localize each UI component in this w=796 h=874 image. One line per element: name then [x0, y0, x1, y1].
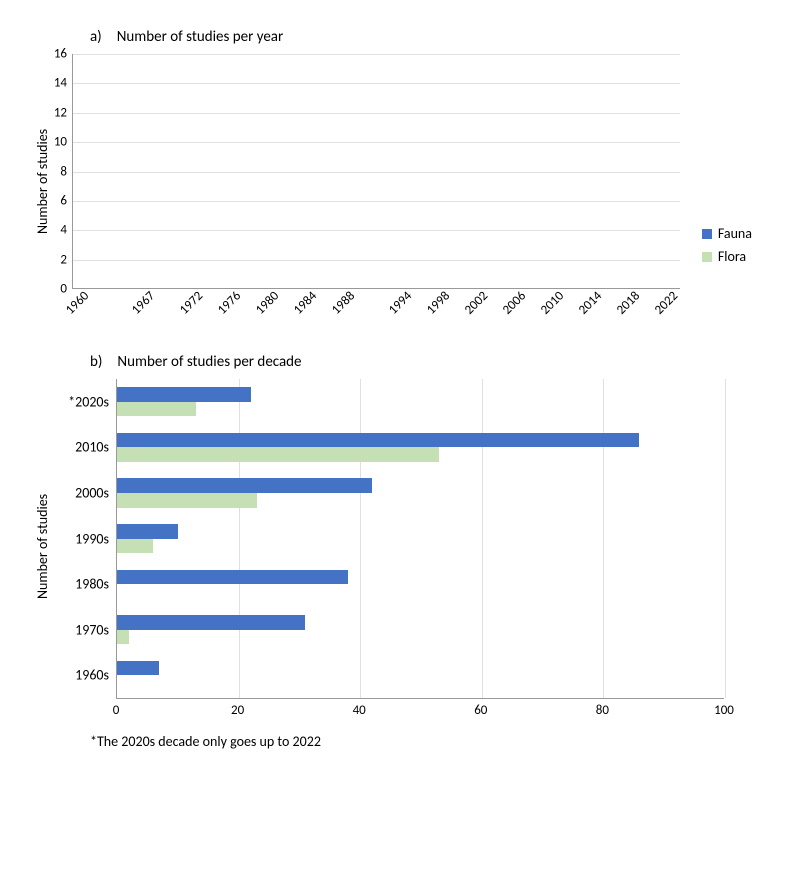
ytick: 14	[54, 76, 73, 91]
category-label: 2010s	[75, 439, 117, 456]
xtick: 1976	[215, 289, 244, 318]
bar-fauna	[117, 524, 178, 539]
xtick: 20	[231, 703, 244, 718]
chart-b-xticks: 020406080100	[116, 699, 724, 719]
ytick: 8	[60, 164, 73, 179]
bar-fauna	[117, 433, 639, 448]
ytick: 10	[54, 135, 73, 150]
ytick: 6	[60, 193, 73, 208]
xtick: 1994	[386, 289, 415, 318]
gridline	[725, 379, 726, 698]
bar-fauna	[117, 387, 251, 402]
legend-swatch-flora	[702, 252, 712, 262]
decade-group: *2020s	[117, 379, 724, 425]
chart-a-xticks: 1960196719721976198019841988199419982002…	[72, 289, 680, 339]
xtick: 0	[113, 703, 120, 718]
decade-group: 1990s	[117, 516, 724, 562]
bar-fauna	[117, 661, 159, 676]
xtick: 1967	[129, 289, 158, 318]
legend-swatch-fauna	[702, 229, 712, 239]
xtick: 100	[714, 703, 734, 718]
ytick: 2	[60, 252, 73, 267]
chart-b-title: b) Number of studies per decade	[90, 353, 776, 371]
chart-a: Number of studies 0246810121416 19601967…	[72, 54, 680, 339]
legend: Fauna Flora	[702, 225, 752, 271]
xtick: 2014	[576, 289, 605, 318]
legend-label-flora: Flora	[718, 248, 746, 265]
chart-b-ylabel: Number of studies	[34, 494, 51, 599]
xtick: 60	[474, 703, 487, 718]
xtick: 1972	[177, 289, 206, 318]
category-label: 1990s	[75, 530, 117, 547]
chart-a-title: a) Number of studies per year	[90, 28, 776, 46]
bar-flora	[117, 402, 196, 417]
legend-item-fauna: Fauna	[702, 225, 752, 242]
xtick: 1988	[329, 289, 358, 318]
xtick: 2010	[538, 289, 567, 318]
bar-fauna	[117, 615, 305, 630]
chart-b-plot: *2020s2010s2000s1990s1980s1970s1960s	[116, 379, 724, 699]
decade-group: 1980s	[117, 561, 724, 607]
legend-item-flora: Flora	[702, 248, 752, 265]
xtick: 1998	[424, 289, 453, 318]
footnote: *The 2020s decade only goes up to 2022	[90, 733, 776, 750]
category-label: 1960s	[75, 667, 117, 684]
xtick: 2022	[652, 289, 681, 318]
bars-container	[73, 54, 680, 288]
bar-flora	[117, 630, 129, 645]
xtick: 80	[596, 703, 609, 718]
chart-a-plot: 0246810121416	[72, 54, 680, 289]
xtick: 2002	[462, 289, 491, 318]
bar-flora	[117, 493, 257, 508]
xtick: 2006	[500, 289, 529, 318]
category-label: 1980s	[75, 576, 117, 593]
decade-group: 2010s	[117, 425, 724, 471]
chart-b: Number of studies *2020s2010s2000s1990s1…	[116, 379, 724, 719]
decade-group: 1960s	[117, 652, 724, 698]
chart-a-ylabel: Number of studies	[34, 129, 51, 234]
xtick: 40	[353, 703, 366, 718]
bars-container: *2020s2010s2000s1990s1980s1970s1960s	[117, 379, 724, 698]
legend-label-fauna: Fauna	[718, 225, 752, 242]
ytick: 12	[54, 105, 73, 120]
bar-flora	[117, 539, 153, 554]
xtick: 1980	[253, 289, 282, 318]
category-label: 2000s	[75, 484, 117, 501]
decade-group: 1970s	[117, 607, 724, 653]
ytick: 16	[54, 47, 73, 62]
ytick: 4	[60, 223, 73, 238]
xtick: 2018	[614, 289, 643, 318]
category-label: *2020s	[68, 393, 117, 410]
decade-group: 2000s	[117, 470, 724, 516]
bar-fauna	[117, 570, 348, 585]
category-label: 1970s	[75, 621, 117, 638]
bar-fauna	[117, 478, 372, 493]
xtick: 1984	[291, 289, 320, 318]
bar-flora	[117, 447, 439, 462]
